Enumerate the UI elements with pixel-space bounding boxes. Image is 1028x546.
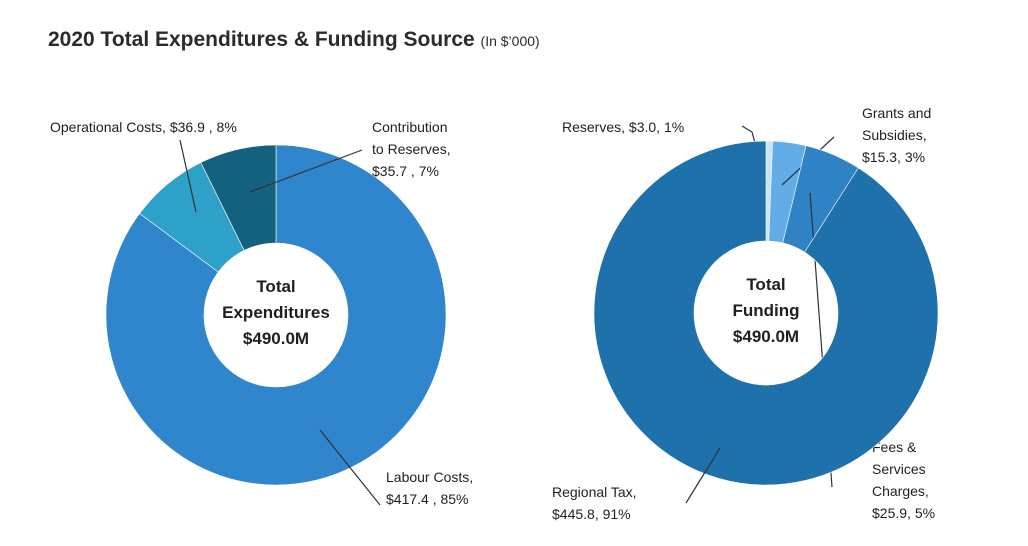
slice-label-line: $445.8, 91% [552,506,631,522]
slice-label-line: Charges, [872,483,929,499]
slice-label-line: $35.7 , 7% [372,163,439,179]
slice-label-line: Regional Tax, [552,484,637,500]
slice-label-line: $15.3, 3% [862,149,925,165]
slice-label-line: Subsidies, [862,127,927,143]
slice-label-line: Operational Costs, $36.9 , 8% [50,119,237,135]
slice-label-line: $417.4 , 85% [386,491,469,507]
leader-line-regional-tax [685,447,721,504]
slice-contribution-to-reserves [200,144,277,251]
donut-chart-2: Reserves, $3.0, 1% Grants and Subsidies, $1… [552,105,939,522]
slice-label-line: to Reserves, [372,141,451,157]
center-label-2: Total Funding $490.0M [732,275,799,346]
leader-line-contribution-to-reserves [249,149,363,193]
center-label-line: $490.0M [243,329,309,348]
leader-line-labour-costs [319,429,381,506]
leader-line-operational-costs [179,139,197,213]
slice-label-line: Services [872,461,926,477]
slice-label-grants-and-subsidies: Grants and Subsidies, $15.3, 3% [862,105,931,165]
chart-title-text: 2020 Total Expenditures & Funding Source [48,28,475,51]
slice-label-operational-costs: Operational Costs, $36.9 , 8% [50,119,237,135]
center-label-line: Total [746,275,785,294]
slice-label-contribution-to-reserves: Contribution to Reserves, $35.7 , 7% [372,119,451,179]
chart-title: 2020 Total Expenditures & Funding Source… [48,28,540,52]
slice-labour-costs [105,144,447,486]
slice-label-line: Labour Costs, [386,469,473,485]
slice-label-fees-services-charges: Fees & Services Charges, $25.9, 5% [872,439,935,521]
slice-label-line: Reserves, $3.0, 1% [562,119,684,135]
slice-label-reserves: Reserves, $3.0, 1% [562,119,684,135]
slice-regional-tax [593,140,939,486]
slice-label-line: Contribution [372,119,448,135]
center-label-line: Total [256,277,295,296]
center-label-line: $490.0M [733,327,799,346]
center-label-line: Funding [732,301,799,320]
slice-label-regional-tax: Regional Tax, $445.8, 91% [552,484,637,522]
slice-label-line: Fees & [872,439,917,455]
center-label-1: Total Expenditures $490.0M [222,277,330,348]
center-label-line: Expenditures [222,303,330,322]
slice-label-line: $25.9, 5% [872,505,935,521]
chart-title-unit: (In $’000) [480,33,540,49]
slice-label-labour-costs: Labour Costs, $417.4 , 85% [386,469,473,507]
donut-chart-1: Labour Costs, $417.4 , 85% Operational Cos… [50,119,473,507]
slice-label-line: Grants and [862,105,931,121]
